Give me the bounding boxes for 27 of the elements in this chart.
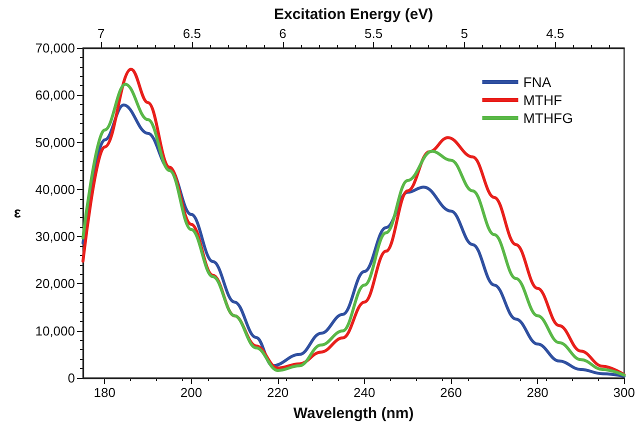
y-tick-label: 30,000 [35, 229, 75, 244]
y-tick-label: 60,000 [35, 88, 75, 103]
y-tick-label: 20,000 [35, 276, 75, 292]
legend-label: MTHFG [523, 110, 573, 126]
y-tick-label: 40,000 [35, 182, 75, 197]
x-tick-label: 260 [440, 385, 462, 400]
x2-tick-label: 5.5 [364, 26, 383, 41]
x-tick-label: 220 [266, 385, 289, 400]
x-tick-label: 200 [180, 385, 202, 400]
x-axis-title: Wavelength (nm) [293, 405, 414, 422]
legend-label: MTHF [523, 92, 562, 108]
y-tick-label: 10,000 [35, 323, 75, 338]
y-tick-label: 50,000 [35, 134, 75, 150]
x2-tick-label: 6 [279, 26, 286, 41]
y-axis-title: ε [14, 204, 21, 222]
y-tick-label: 70,000 [35, 40, 75, 56]
x2-tick-label: 4.5 [546, 26, 564, 41]
x-tick-label: 240 [354, 385, 376, 400]
x-tick-label: 280 [526, 385, 548, 400]
x2-tick-label: 5 [460, 26, 468, 41]
x2-axis-title: Excitation Energy (eV) [274, 6, 434, 24]
x2-tick-label: 7 [98, 26, 105, 41]
legend-label: FNA [523, 74, 552, 90]
y-tick-label: 0 [68, 370, 75, 386]
x-tick-label: 300 [613, 385, 636, 400]
x2-tick-label: 6.5 [182, 26, 201, 41]
x-tick-label: 180 [94, 385, 116, 400]
